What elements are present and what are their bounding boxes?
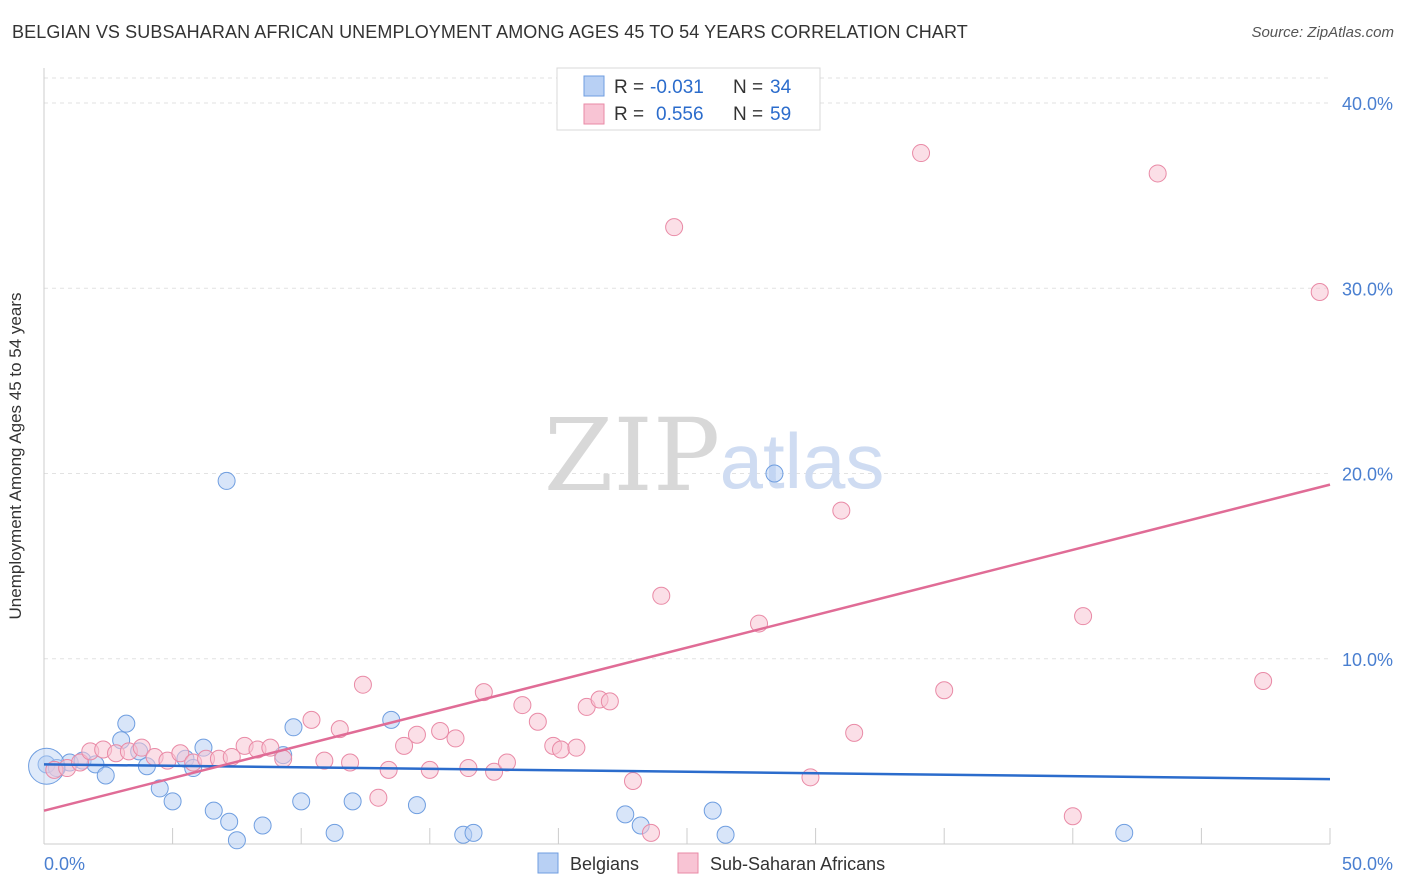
series-swatch-belgians [537,852,559,874]
subsaharan-point [845,723,864,742]
watermark-zip: ZIP [544,397,720,514]
belgian-point [150,779,169,798]
legend-swatch-pink [583,103,605,125]
subsaharan-point [171,744,190,763]
belgian-point [253,816,272,835]
series-swatch-subsaharan [677,852,699,874]
subsaharan-point [446,729,465,748]
belgians-points [28,464,1134,850]
correlation-legend: R = -0.031 N = 34 R = 0.556 N = 59 [556,67,821,131]
subsaharan-point [528,712,547,731]
subsaharan-point [1254,671,1273,690]
series-label-belgians: Belgians [570,854,639,874]
watermark: ZIP atlas [544,397,885,514]
subsaharan-point [1310,282,1329,301]
subsaharan-point [132,738,151,757]
subsaharan-point [801,768,820,787]
belgian-point [163,792,182,811]
belgian-point [343,792,362,811]
belgian-point [117,714,136,733]
subsaharan-point [1063,807,1082,826]
subsaharan-point [315,751,334,770]
legend-swatch-blue [583,75,605,97]
subsaharan-point [395,736,414,755]
legend-n-value-1: 34 [770,77,792,98]
legend-r-label-2: R = [614,104,644,125]
legend-r-value-2: 0.556 [656,104,704,125]
belgian-point [703,801,722,820]
belgian-point [227,831,246,850]
chart-title: BELGIAN VS SUBSAHARAN AFRICAN UNEMPLOYME… [12,22,968,42]
belgian-point [1115,823,1134,842]
belgian-point [96,766,115,785]
subsaharan-point [379,760,398,779]
watermark-atlas: atlas [720,417,885,505]
subsaharan-point [652,586,671,605]
x-tick-label-min: 0.0% [44,854,85,874]
legend-n-value-2: 59 [770,104,791,125]
subsaharan-point [665,218,684,237]
subsaharan-point [497,753,516,772]
belgian-point [292,792,311,811]
belgian-point [217,471,236,490]
legend-n-label-2: N = [733,104,763,125]
subsaharan-point [551,740,570,759]
subsaharan-point [1148,164,1167,183]
series-label-subsaharan: Sub-Saharan Africans [710,854,885,874]
subsaharan-point [1074,607,1093,626]
y-tick-label: 40.0% [1342,94,1393,114]
subsaharan-point [623,772,642,791]
belgian-trend-line [43,763,1331,781]
subsaharan-point [513,696,532,715]
series-legend: Belgians Sub-Saharan Africans [537,852,885,874]
trend-lines [43,483,1331,812]
legend-r-value-1: -0.031 [650,77,704,98]
subsaharan-point [274,749,293,768]
y-tick-label: 30.0% [1342,279,1393,299]
grid-lines [44,77,1330,660]
subsaharan-point [832,501,851,520]
x-tick-label-max: 50.0% [1342,854,1393,874]
tick-labels: 10.0% 20.0% 30.0% 40.0% 0.0% 50.0% [44,94,1393,874]
subsaharan-point [912,144,931,163]
belgian-point [716,825,735,844]
belgian-point [407,796,426,815]
subsaharan-point [567,738,586,757]
y-tick-label: 20.0% [1342,465,1393,485]
y-tick-label: 10.0% [1342,650,1393,670]
subsaharan-point [407,725,426,744]
axes [43,68,1331,845]
subsaharan-point [353,675,372,694]
legend-r-label-1: R = [614,77,644,98]
subsaharan-point [431,722,450,741]
subsaharan-point [485,762,504,781]
subsaharan-point [935,681,954,700]
belgian-point [616,805,635,824]
belgian-point [765,464,784,483]
subsaharan-point [302,710,321,729]
subsaharan-point [641,823,660,842]
belgian-point [220,812,239,831]
belgian-point [464,823,483,842]
subsaharan-point [474,683,493,702]
legend-n-label-1: N = [733,77,763,98]
subsaharan-point [369,788,388,807]
belgian-point [204,801,223,820]
belgian-point [325,823,344,842]
source-label: Source: ZipAtlas.com [1251,24,1394,41]
subsaharan-trend-line [43,483,1331,812]
subsaharan-point [600,692,619,711]
subsaharan-point [71,753,90,772]
belgian-point [284,718,303,737]
